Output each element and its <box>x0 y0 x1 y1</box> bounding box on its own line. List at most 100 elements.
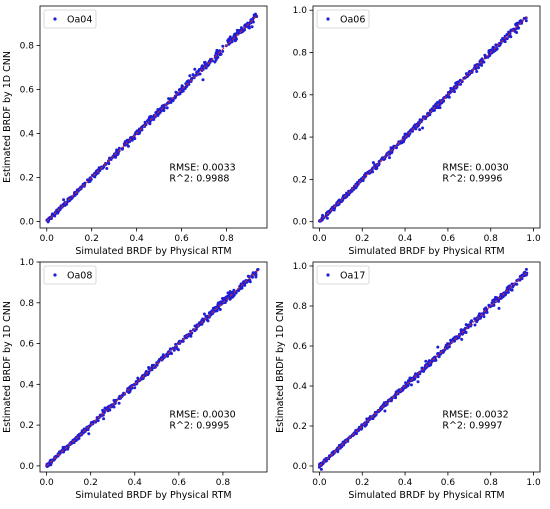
scatter-point <box>365 417 369 421</box>
scatter-point <box>524 273 528 277</box>
scatter-point <box>143 120 147 124</box>
scatter-point <box>457 336 461 340</box>
scatter-point <box>200 64 204 68</box>
scatter-point <box>120 147 124 151</box>
scatter-point <box>480 58 484 62</box>
scatter-point <box>394 396 398 400</box>
scatter-point <box>519 20 523 24</box>
subplot-oa17: 0.0 0.2 0.4 0.6 0.8 1.0 0.0 0.2 0.4 0.6 0.8 1.0 Simu… <box>275 261 541 501</box>
scatter-point <box>101 408 105 412</box>
y-tick-label: 0.6 <box>20 340 35 350</box>
scatter-point <box>200 69 204 72</box>
scatter-point <box>325 216 329 220</box>
scatter-point <box>504 292 508 296</box>
scatter-point <box>491 47 495 51</box>
scatter-point <box>487 304 491 308</box>
axes-frame <box>312 261 541 473</box>
y-tick-label: 0.2 <box>293 422 307 432</box>
scatter-point <box>416 375 420 379</box>
scatter-point <box>104 162 108 166</box>
scatter-point <box>452 336 456 340</box>
scatter-point <box>251 17 255 21</box>
x-tick-label: 1.0 <box>526 234 541 244</box>
scatter-point <box>226 39 230 43</box>
scatter-point <box>133 386 137 390</box>
scatter-point <box>524 19 528 23</box>
scatter-point <box>388 156 391 160</box>
scatter-point <box>201 78 205 82</box>
subplot-oa04: 0.0 0.2 0.4 0.6 0.8 0.0 0.2 0.4 0.6 0.8 Simulated … <box>2 5 268 257</box>
scatter-point <box>319 467 323 471</box>
scatter-point <box>156 114 160 117</box>
scatter-point <box>165 106 169 110</box>
subplot-oa08: 0.0 0.2 0.4 0.6 0.8 0.0 0.2 0.4 0.6 0.8 1.0 Simulat… <box>2 258 268 501</box>
scatter-point <box>491 298 495 302</box>
x-tick-label: 0.2 <box>355 478 369 488</box>
legend-label: Oa08 <box>67 271 92 282</box>
data-points <box>317 267 529 471</box>
x-axis-label: Simulated BRDF by Physical RTM <box>75 246 231 257</box>
y-tick-label: 1.0 <box>293 6 308 16</box>
scatter-point <box>232 33 236 37</box>
fit-line <box>46 14 259 222</box>
legend-label: Oa17 <box>340 271 365 282</box>
x-tick-label: 0.8 <box>484 478 499 488</box>
scatter-point <box>183 87 187 91</box>
scatter-point <box>254 273 258 277</box>
y-axis-label: Estimated BRDF by 1D CNN <box>275 301 286 433</box>
scatter-point <box>383 409 387 413</box>
scatter-point <box>497 299 500 303</box>
scatter-point <box>75 188 79 192</box>
scatter-point <box>460 332 464 335</box>
x-tick-label: 0.4 <box>129 234 144 244</box>
scatter-point <box>117 401 121 405</box>
x-tick-label: 0.0 <box>40 234 55 244</box>
legend: Oa08 <box>43 265 97 285</box>
y-tick-label: 0.2 <box>293 175 307 185</box>
scatter-point <box>444 95 448 99</box>
scatter-point <box>481 312 485 316</box>
y-tick-label: 0.0 <box>293 462 308 472</box>
x-tick-label: 0.0 <box>312 234 327 244</box>
scatter-point <box>421 126 424 130</box>
x-tick-label: 0.8 <box>216 478 231 488</box>
scatter-point <box>416 380 420 384</box>
y-tick-label: 0.0 <box>20 217 35 227</box>
scatter-point <box>226 291 230 295</box>
scatter-point <box>231 295 235 299</box>
y-tick-label: 0.8 <box>293 49 308 59</box>
scatter-point <box>243 23 247 27</box>
scatter-point <box>181 339 185 343</box>
scatter-point <box>214 57 218 61</box>
scatter-point <box>254 275 258 279</box>
scatter-point <box>458 78 462 82</box>
y-tick-label: 1.0 <box>20 258 35 268</box>
rmse-annotation: RMSE: 0.0033 <box>169 162 235 173</box>
scatter-point <box>204 314 208 318</box>
scatter-point <box>488 48 492 52</box>
legend-label: Oa04 <box>67 15 92 26</box>
scatter-point <box>407 133 411 137</box>
scatter-point <box>206 319 210 323</box>
x-tick-label: 0.4 <box>128 478 143 488</box>
scatter-point <box>254 12 257 16</box>
scatter-point <box>188 74 192 78</box>
scatter-point <box>418 128 422 132</box>
scatter-point <box>173 96 177 99</box>
scatter-point <box>171 346 175 350</box>
scatter-point <box>47 217 51 221</box>
scatter-point <box>460 337 464 341</box>
scatter-point <box>216 303 220 307</box>
y-tick-label: 0.4 <box>20 380 35 390</box>
scatter-point <box>473 323 477 327</box>
scatter-point <box>129 136 132 140</box>
scatter-point <box>221 44 225 48</box>
scatter-point <box>483 53 487 57</box>
scatter-point <box>105 167 109 170</box>
scatter-point <box>167 97 171 101</box>
scatter-point <box>449 86 453 90</box>
x-tick-label: 0.0 <box>312 478 327 488</box>
y-tick-label: 0.2 <box>20 421 34 431</box>
x-tick-label: 1.0 <box>526 478 541 488</box>
